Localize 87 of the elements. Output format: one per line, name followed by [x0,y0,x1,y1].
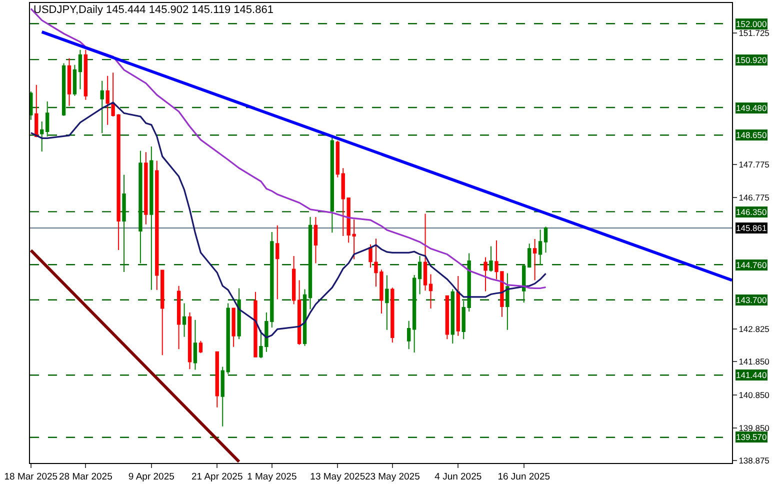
candlestick [226,302,230,375]
candlestick [302,288,307,346]
x-tick-label: 21 Apr 2025 [192,471,243,482]
candlestick [544,226,548,254]
chart-title: USDJPY,Daily 145.444 145.902 145.119 145.861 [34,4,274,16]
candlestick [34,84,38,138]
x-tick-label: 1 May 2025 [247,471,297,482]
candlestick [368,244,372,268]
candlestick [341,168,345,236]
candlestick [138,150,142,264]
x-tick-label: 16 Jun 2025 [498,471,550,482]
candlestick [84,49,88,100]
y-tick-label: 141.850 [738,356,770,366]
candlestick [188,312,192,370]
ref-line-label: 148.650 [736,130,767,140]
ref-line-label: 150.920 [736,55,767,65]
y-tick-label: 142.825 [738,324,770,334]
ref-line-label: 144.760 [736,260,767,270]
candlestick [407,320,411,350]
candlestick [297,280,302,346]
candlestick [155,160,159,290]
ref-line-label: 146.350 [736,207,767,217]
candlestick [30,91,33,120]
candlestick [215,351,219,408]
candlestick [106,75,110,126]
x-tick-label: 13 May 2025 [310,471,366,482]
candlestick [62,62,66,116]
candlestick [462,300,466,340]
candlestick [314,216,318,264]
candlestick [276,224,280,300]
candlestick [528,243,532,268]
candlestick [467,252,471,312]
y-tick-label: 140.850 [738,390,770,400]
candlestick [418,255,422,295]
x-tick-label: 9 Apr 2025 [128,471,174,482]
candlestick [237,288,241,340]
candlestick [40,120,44,152]
candlestick [160,270,164,356]
candlestick [220,366,224,427]
candlestick [456,275,460,336]
x-tick-label: 4 Jun 2025 [434,471,482,482]
x-tick-label: 18 Mar 2025 [4,471,58,482]
y-tick-label: 151.725 [738,28,770,38]
candlestick [450,288,454,344]
ref-line-label: 145.861 [736,223,767,233]
candlestick [46,101,50,137]
candlestick [232,308,236,348]
candlestick [144,152,148,225]
candlestick [538,229,542,266]
candlestick [484,256,488,292]
ref-line-label: 141.440 [736,370,767,380]
y-tick-label: 147.775 [738,159,770,170]
candlestick [445,295,450,340]
candlestick [176,285,181,350]
candlestick [489,246,493,272]
candlestick [506,272,510,330]
candlestick [390,287,394,344]
candlestick [193,319,198,370]
candlestick [67,58,72,106]
candlestick [72,64,77,96]
candlestick [412,274,416,353]
x-tick-label: 28 Mar 2025 [59,471,112,482]
candlestick [385,274,389,330]
candlestick [423,213,428,292]
candlestick [78,49,82,90]
candlestick [182,302,186,338]
candlestick [336,140,340,178]
x-tick-label: 23 May 2025 [364,471,420,482]
candlestick [330,136,334,234]
y-tick-label: 139.850 [738,423,770,434]
line-series [30,102,547,338]
candlestick [122,174,126,272]
ref-line-label: 152.000 [736,19,767,29]
y-tick-label: 138.875 [738,455,770,466]
ref-line-label: 139.570 [736,432,767,442]
candlestick [150,146,154,290]
y-tick-label: 146.775 [738,192,770,203]
candlestick [308,216,312,310]
candlestick [428,274,433,310]
candlestick [254,291,258,358]
ref-line-label: 143.700 [736,295,767,305]
candlestick [532,238,537,281]
candlestick [100,80,104,134]
candlestick [198,340,203,354]
ref-line-label: 149.480 [736,103,767,113]
candlestick [522,264,526,304]
candlestick [292,255,296,305]
